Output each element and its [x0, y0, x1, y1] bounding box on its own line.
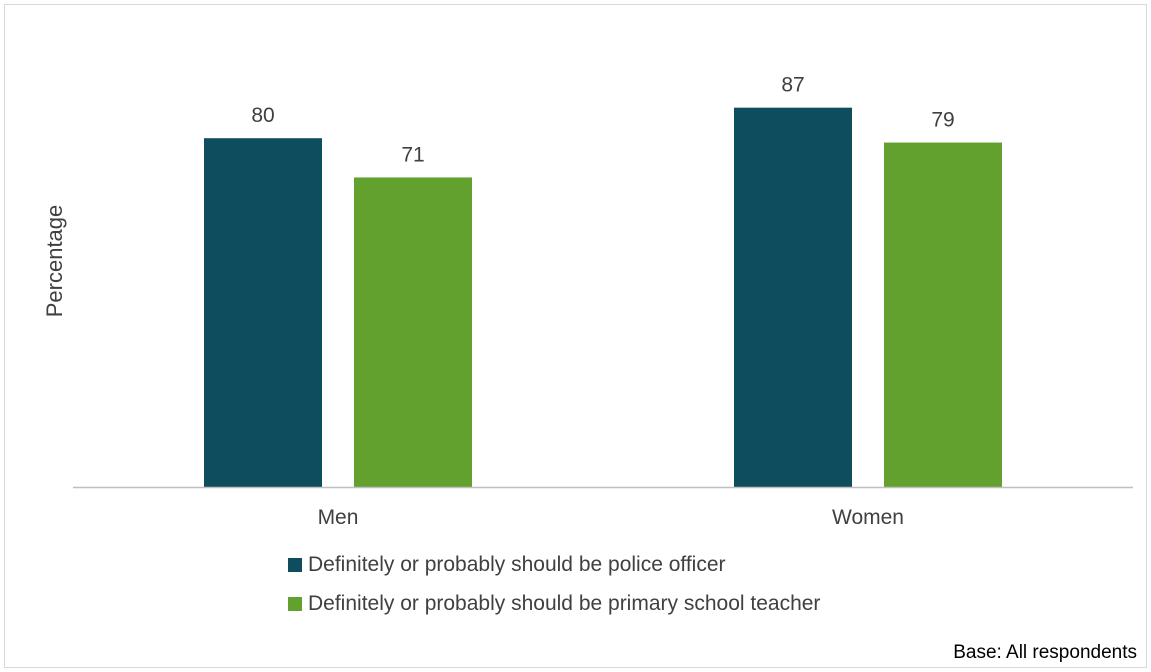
- data-label-men-series-2: 71: [401, 143, 424, 166]
- bar-men-series-2: [354, 177, 472, 487]
- legend-swatch-primary-teacher: [288, 597, 302, 611]
- legend-item-primary-teacher: Definitely or probably should be primary…: [288, 591, 820, 617]
- legend-item-police-officer: Definitely or probably should be police …: [288, 552, 820, 578]
- bar-women-series-1: [734, 107, 852, 488]
- legend: Definitely or probably should be police …: [288, 552, 820, 630]
- bar-women-series-2: [884, 142, 1002, 487]
- bar-men-series-1: [204, 138, 322, 487]
- legend-label-police-officer: Definitely or probably should be police …: [308, 553, 726, 576]
- legend-swatch-police-officer: [288, 558, 302, 572]
- y-axis-title: Percentage: [42, 205, 67, 318]
- bars-layer: [204, 107, 1002, 488]
- data-label-women-series-2: 79: [931, 109, 954, 132]
- x-tick-label-men: Men: [318, 506, 359, 529]
- base-note: Base: All respondents: [953, 642, 1137, 663]
- legend-label-primary-teacher: Definitely or probably should be primary…: [308, 592, 821, 615]
- x-tick-labels: Men Women: [318, 506, 904, 529]
- x-tick-label-women: Women: [832, 506, 904, 529]
- data-labels-layer: 80 71 87 79: [251, 74, 954, 167]
- data-label-women-series-1: 87: [781, 74, 804, 97]
- data-label-men-series-1: 80: [251, 104, 274, 127]
